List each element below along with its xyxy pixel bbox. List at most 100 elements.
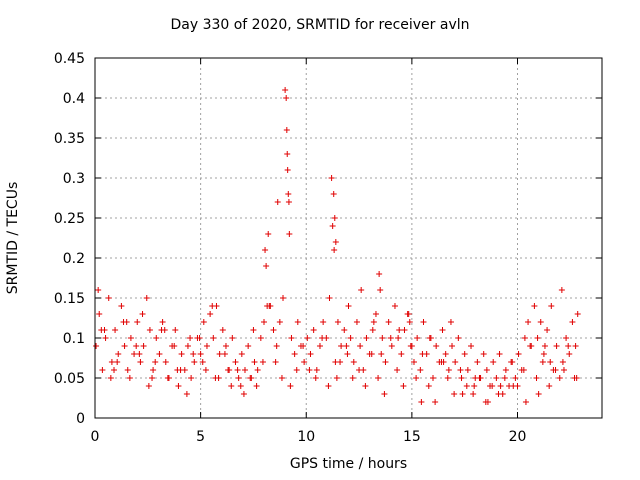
data-point (184, 343, 191, 349)
data-point (379, 335, 386, 341)
data-point (522, 399, 529, 405)
data-point (225, 367, 232, 373)
data-point (199, 359, 206, 365)
data-point (414, 335, 421, 341)
data-point (285, 191, 292, 197)
data-point (362, 383, 369, 389)
data-point (558, 287, 565, 293)
data-point (527, 343, 534, 349)
grid-lines (95, 58, 602, 418)
data-point (406, 319, 413, 325)
data-point (210, 335, 217, 341)
data-point (480, 351, 487, 357)
data-point (353, 319, 360, 325)
data-point (391, 303, 398, 309)
data-point (489, 383, 496, 389)
data-point (293, 367, 300, 373)
data-point (221, 351, 228, 357)
data-point (501, 375, 508, 381)
data-point (203, 343, 210, 349)
data-point (304, 335, 311, 341)
data-point (552, 367, 559, 373)
data-point (461, 351, 468, 357)
data-point (265, 231, 272, 237)
data-point (382, 359, 389, 365)
data-point (150, 367, 157, 373)
data-point (497, 383, 504, 389)
data-point (197, 351, 204, 357)
data-point (560, 367, 567, 373)
data-point (251, 359, 258, 365)
data-point (493, 375, 500, 381)
data-point (139, 311, 146, 317)
data-point (484, 399, 491, 405)
data-point (358, 287, 365, 293)
axis-ticks: 0 0.05 0.1 0.15 0.2 0.25 0.3 0.35 0.4 0.45 0 5 10 15 2… (54, 51, 602, 445)
data-point (534, 335, 541, 341)
data-point (118, 303, 125, 309)
data-point (254, 367, 261, 373)
data-point (490, 359, 497, 365)
data-point (127, 335, 134, 341)
data-point (332, 239, 339, 245)
data-point (395, 335, 402, 341)
data-point (183, 391, 190, 397)
y-tick-label: 0 (76, 411, 85, 427)
data-point (502, 367, 509, 373)
data-point (420, 319, 427, 325)
y-tick-label: 0.2 (63, 251, 85, 267)
data-point (341, 327, 348, 333)
x-tick-label: 15 (403, 429, 421, 445)
data-point (310, 327, 317, 333)
data-point (257, 335, 264, 341)
data-point (349, 375, 356, 381)
data-point (300, 343, 307, 349)
x-tick-label: 10 (297, 429, 315, 445)
data-point (401, 327, 408, 333)
data-point (261, 319, 267, 325)
data-point (515, 351, 522, 357)
data-point (330, 191, 337, 197)
data-point (418, 399, 425, 405)
data-point (378, 351, 385, 357)
data-point (283, 95, 290, 101)
data-point (444, 375, 451, 381)
data-point (161, 327, 168, 333)
data-point (370, 319, 377, 325)
data-point (245, 343, 252, 349)
data-point (510, 383, 517, 389)
data-point (136, 351, 143, 357)
data-point (143, 295, 150, 301)
data-point (539, 359, 546, 365)
data-point (306, 367, 313, 373)
data-point (270, 327, 277, 333)
data-point (332, 359, 339, 365)
data-point (219, 327, 226, 333)
data-point (388, 343, 395, 349)
data-point (331, 247, 338, 253)
data-point (278, 375, 285, 381)
data-point (156, 351, 163, 357)
data-point (533, 375, 540, 381)
data-point (385, 319, 392, 325)
data-point (178, 351, 185, 357)
data-point (535, 391, 542, 397)
data-point (458, 375, 465, 381)
data-point (368, 351, 375, 357)
data-point (350, 359, 357, 365)
y-tick-label: 0.4 (63, 91, 85, 107)
data-point (363, 335, 370, 341)
data-point (282, 87, 289, 93)
data-point (326, 295, 333, 301)
data-point (247, 375, 254, 381)
data-point (131, 351, 138, 357)
data-point (553, 343, 560, 349)
data-point (334, 319, 341, 325)
data-point (333, 375, 340, 381)
data-point (137, 359, 144, 365)
data-point (216, 351, 223, 357)
data-point (455, 335, 462, 341)
data-point (280, 295, 287, 301)
data-point (566, 351, 573, 357)
data-point (188, 375, 195, 381)
